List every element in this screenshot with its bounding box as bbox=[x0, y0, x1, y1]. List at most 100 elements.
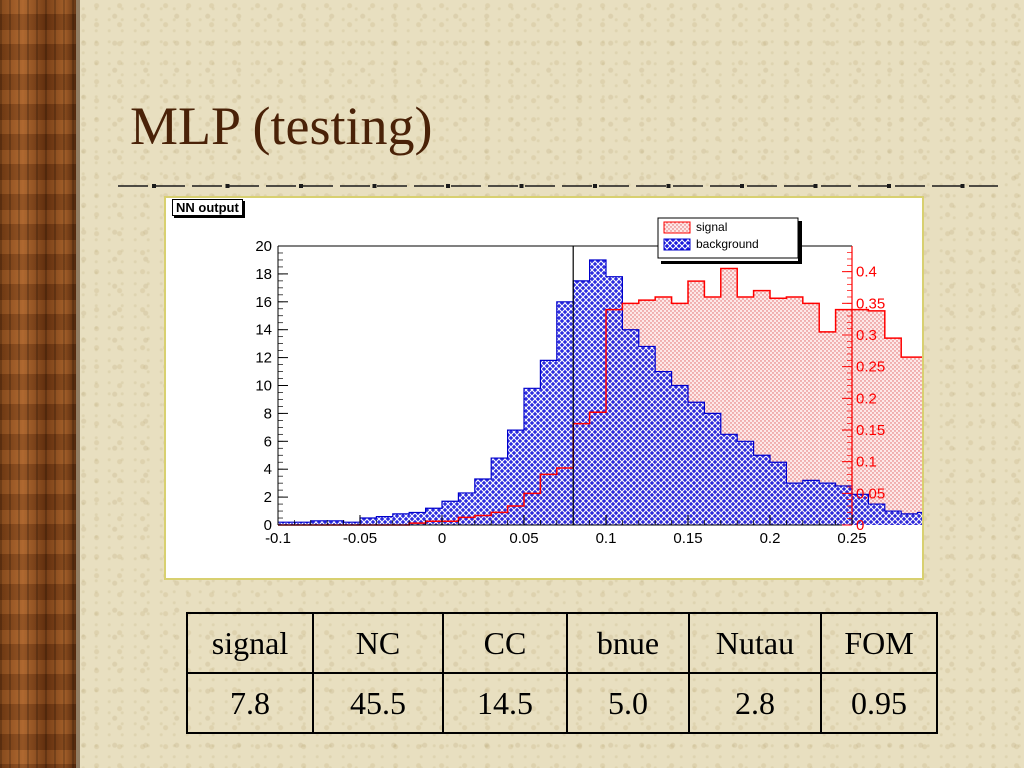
table-row: 7.8 45.5 14.5 5.0 2.8 0.95 bbox=[186, 672, 938, 734]
background-bar bbox=[606, 276, 623, 525]
table-header-cell: signal bbox=[186, 612, 314, 674]
background-bar bbox=[540, 360, 557, 525]
background-bar bbox=[491, 458, 508, 525]
legend: signal background bbox=[657, 217, 802, 264]
background-bar bbox=[802, 480, 820, 525]
rule-dot bbox=[887, 184, 891, 188]
rule-dot bbox=[299, 184, 303, 188]
panel-label: NN output bbox=[172, 199, 243, 216]
background-bar bbox=[507, 430, 524, 525]
right-tick-label: 0.3 bbox=[856, 327, 877, 344]
left-tick-label: 16 bbox=[255, 294, 272, 311]
right-tick-label: 0.2 bbox=[856, 390, 877, 407]
background-bar bbox=[884, 511, 902, 525]
background-bar bbox=[786, 483, 803, 525]
left-tick-label: 6 bbox=[264, 433, 272, 450]
right-tick-label: 0.4 bbox=[856, 264, 877, 281]
signal-bar bbox=[852, 309, 869, 525]
right-tick-label: 0 bbox=[856, 517, 864, 534]
left-tick-label: 2 bbox=[264, 489, 272, 506]
left-tick-label: 10 bbox=[255, 378, 272, 395]
table-cell: 0.95 bbox=[820, 672, 938, 734]
background-bar bbox=[852, 494, 869, 525]
rule-dot bbox=[446, 184, 450, 188]
table-cell: 45.5 bbox=[312, 672, 444, 734]
background-bar bbox=[753, 455, 770, 525]
background-bar bbox=[294, 522, 311, 525]
background-bar bbox=[688, 402, 705, 525]
table-header-cell: FOM bbox=[820, 612, 938, 674]
rule-dot bbox=[666, 184, 671, 188]
right-tick-label: 0.05 bbox=[856, 485, 885, 502]
table-cell: 14.5 bbox=[442, 672, 568, 734]
wood-sidebar bbox=[0, 0, 76, 768]
background-bar bbox=[327, 520, 344, 525]
signal-bar bbox=[786, 296, 803, 525]
background-bar bbox=[835, 485, 852, 525]
table-header-cell: CC bbox=[442, 612, 568, 674]
legend-background-label: background bbox=[696, 237, 759, 251]
background-bar bbox=[524, 388, 541, 525]
signal-bar bbox=[901, 357, 918, 525]
x-tick-label: 0.15 bbox=[673, 530, 702, 547]
table-cell: 5.0 bbox=[566, 672, 690, 734]
background-bar bbox=[655, 371, 672, 525]
background-series-outline bbox=[278, 259, 922, 523]
background-bar bbox=[720, 434, 738, 525]
table-cell: 7.8 bbox=[186, 672, 314, 734]
background-bar bbox=[819, 483, 836, 525]
signal-bar bbox=[917, 357, 922, 525]
left-tick-label: 20 bbox=[255, 238, 272, 255]
signal-bar bbox=[819, 331, 836, 525]
x-tick-label: -0.1 bbox=[265, 530, 291, 547]
background-bar bbox=[376, 516, 393, 525]
background-bar bbox=[409, 512, 426, 525]
rule-dot bbox=[519, 184, 524, 188]
background-bar bbox=[573, 280, 590, 525]
x-tick-label: 0.2 bbox=[760, 530, 781, 547]
background-bar bbox=[458, 492, 475, 525]
rule-dot bbox=[372, 184, 377, 188]
legend-signal-label: signal bbox=[696, 220, 727, 234]
right-tick-label: 0.25 bbox=[856, 359, 885, 376]
left-tick-label: 12 bbox=[255, 350, 272, 367]
background-bar bbox=[917, 512, 922, 525]
rule-dot bbox=[960, 184, 965, 188]
background-bar bbox=[638, 346, 656, 525]
signal-bar bbox=[802, 303, 820, 525]
left-tick-label: 4 bbox=[264, 461, 272, 478]
rule-dot bbox=[593, 184, 597, 188]
rule-dot bbox=[813, 184, 818, 188]
nn-output-histogram: 0 2 4 6 8 10 12 14 16 18 20 0 0.05 0.1 0.15 0.2 0.25 0.3… bbox=[255, 217, 922, 547]
slide-title: MLP (testing) bbox=[130, 96, 433, 156]
rule-dot bbox=[225, 184, 230, 188]
x-tick-label: 0 bbox=[438, 530, 446, 547]
sidebar-edge bbox=[76, 0, 80, 768]
signal-series-outline bbox=[278, 267, 922, 526]
table-header-cell: bnue bbox=[566, 612, 690, 674]
background-bar bbox=[474, 478, 492, 525]
left-tick-label: 14 bbox=[255, 322, 272, 339]
x-tick-label: 0.25 bbox=[837, 530, 866, 547]
chart-panel: NN output 0 2 4 6 8 10 12 14 16 18 20 0 0.05 0.1 0.15… bbox=[164, 196, 924, 580]
background-bar bbox=[556, 301, 574, 525]
table-cell: 2.8 bbox=[688, 672, 822, 734]
background-bar bbox=[671, 385, 688, 525]
table-header-cell: Nutau bbox=[688, 612, 822, 674]
background-bar bbox=[442, 501, 459, 525]
x-tick-label: 0.1 bbox=[596, 530, 617, 547]
background-bar bbox=[868, 504, 885, 525]
background-bar bbox=[392, 513, 410, 525]
background-bar bbox=[704, 413, 721, 525]
background-bar bbox=[901, 513, 918, 525]
legend-background-swatch bbox=[663, 238, 691, 251]
background-bar bbox=[622, 329, 639, 525]
dashed-divider bbox=[118, 184, 998, 188]
background-bar bbox=[360, 518, 377, 525]
background-bar bbox=[589, 259, 606, 525]
left-tick-label: 18 bbox=[255, 266, 272, 283]
results-table: signal NC CC bnue Nutau FOM 7.8 45.5 14.… bbox=[186, 612, 938, 734]
background-bar bbox=[343, 522, 360, 525]
background-bar bbox=[770, 462, 787, 525]
x-tick-label: -0.05 bbox=[343, 530, 377, 547]
